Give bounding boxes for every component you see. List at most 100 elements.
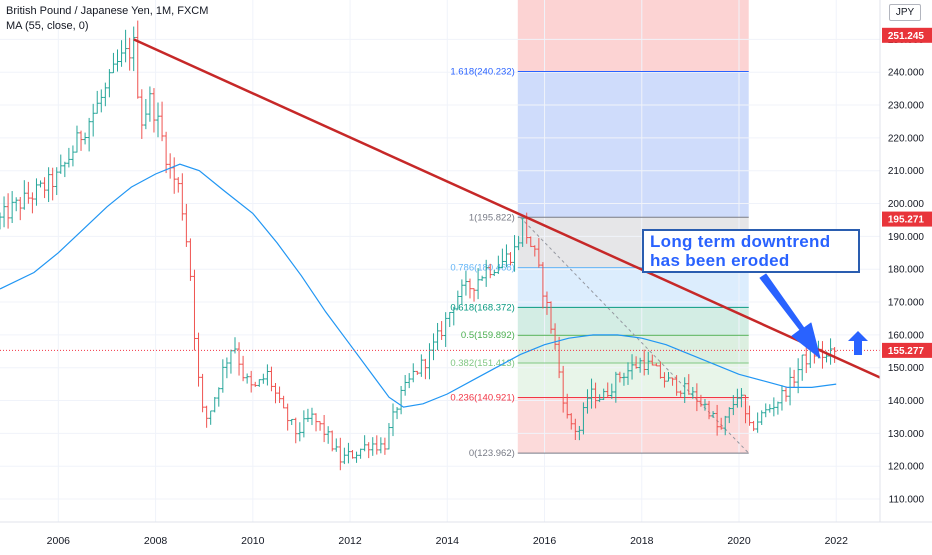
ohlc-bar[interactable] [532, 245, 537, 257]
ohlc-bar[interactable] [22, 180, 27, 210]
ohlc-bar[interactable] [609, 383, 614, 399]
ohlc-bar[interactable] [83, 132, 88, 145]
ohlc-bar[interactable] [180, 173, 185, 221]
ohlc-bar[interactable] [261, 373, 266, 384]
ohlc-bar[interactable] [727, 407, 732, 424]
ohlc-bar[interactable] [62, 161, 67, 178]
ohlc-bar[interactable] [119, 40, 124, 67]
ohlc-bar[interactable] [305, 408, 310, 422]
ohlc-bar[interactable] [472, 288, 477, 302]
ohlc-bar[interactable] [257, 379, 262, 387]
ohlc-bar[interactable] [99, 89, 104, 113]
ohlc-bar[interactable] [585, 389, 590, 414]
ohlc-bar[interactable] [747, 405, 752, 426]
ohlc-bar[interactable] [334, 438, 339, 452]
ohlc-bar[interactable] [540, 262, 545, 309]
ohlc-bar[interactable] [715, 404, 720, 436]
ohlc-bar[interactable] [253, 381, 258, 387]
ohlc-bar[interactable] [354, 451, 359, 463]
ohlc-bar[interactable] [378, 437, 383, 454]
ohlc-bar[interactable] [411, 363, 416, 383]
ohlc-bar[interactable] [366, 442, 371, 459]
ohlc-bar[interactable] [2, 196, 7, 228]
ohlc-bar[interactable] [58, 154, 63, 174]
ohlc-bar[interactable] [455, 290, 460, 310]
ohlc-bar[interactable] [625, 362, 630, 385]
ohlc-bar[interactable] [443, 312, 448, 347]
ohlc-bar[interactable] [707, 400, 712, 420]
ohlc-bar[interactable] [800, 354, 805, 381]
ohlc-bar[interactable] [314, 413, 319, 432]
ohlc-bar[interactable] [277, 386, 282, 403]
ohlc-bar[interactable] [91, 103, 96, 137]
ohlc-bar[interactable] [476, 268, 481, 300]
ohlc-bar[interactable] [216, 387, 221, 407]
ohlc-bar[interactable] [630, 354, 635, 380]
ohlc-bar[interactable] [605, 382, 610, 398]
ohlc-bar[interactable] [358, 448, 363, 459]
ohlc-bar[interactable] [26, 181, 31, 204]
ohlc-bar[interactable] [751, 420, 756, 432]
ohlc-bar[interactable] [395, 407, 400, 420]
ohlc-bar[interactable] [755, 412, 760, 433]
ohlc-bar[interactable] [38, 180, 43, 188]
ohlc-bar[interactable] [613, 371, 618, 403]
ohlc-bar[interactable] [200, 373, 205, 413]
ohlc-bar[interactable] [18, 196, 23, 221]
downtrend-line[interactable] [133, 38, 881, 379]
ohlc-bar[interactable] [330, 430, 335, 452]
ohlc-bar[interactable] [232, 337, 237, 354]
ohlc-bar[interactable] [528, 236, 533, 248]
ohlc-bar[interactable] [0, 212, 2, 230]
ohlc-bar[interactable] [788, 367, 793, 406]
ohlc-bar[interactable] [690, 387, 695, 399]
ohlc-bar[interactable] [573, 418, 578, 440]
ohlc-bar[interactable] [212, 397, 217, 413]
ohlc-bar[interactable] [581, 402, 586, 435]
ohlc-bar[interactable] [431, 333, 436, 361]
ohlc-bar[interactable] [362, 435, 367, 452]
ohlc-bar[interactable] [309, 407, 314, 426]
ohlc-bar[interactable] [6, 193, 11, 229]
ohlc-bar[interactable] [131, 26, 136, 72]
ohlc-bar[interactable] [682, 377, 687, 403]
ohlc-bar[interactable] [694, 383, 699, 412]
ohlc-bar[interactable] [557, 336, 562, 379]
ohlc-bar[interactable] [54, 167, 59, 196]
ohlc-bar[interactable] [427, 343, 432, 380]
ohlc-bar[interactable] [346, 442, 351, 464]
ohlc-bar[interactable] [386, 423, 391, 450]
ohlc-bar[interactable] [593, 382, 598, 409]
ohlc-bar[interactable] [642, 349, 647, 376]
ohlc-bar[interactable] [322, 414, 327, 443]
ohlc-bar[interactable] [285, 403, 290, 431]
ohlc-bar[interactable] [674, 375, 679, 396]
ohlc-bar[interactable] [634, 356, 639, 369]
ohlc-bar[interactable] [297, 422, 302, 442]
ohlc-bar[interactable] [771, 397, 776, 417]
ohlc-bar[interactable] [415, 370, 420, 375]
ohlc-bar[interactable] [488, 263, 493, 279]
ohlc-bar[interactable] [419, 354, 424, 377]
ohlc-bar[interactable] [228, 349, 233, 374]
ohlc-bar[interactable] [338, 437, 343, 471]
ohlc-bar[interactable] [156, 102, 161, 138]
ohlc-bar[interactable] [698, 394, 703, 407]
ohlc-bar[interactable] [617, 371, 622, 383]
ohlc-bar[interactable] [245, 373, 250, 384]
ohlc-bar[interactable] [46, 167, 51, 203]
ohlc-bar[interactable] [139, 89, 144, 139]
ohlc-bar[interactable] [662, 372, 667, 388]
ohlc-bar[interactable] [569, 413, 574, 430]
ohlc-bar[interactable] [184, 203, 189, 247]
ohlc-bar[interactable] [731, 395, 736, 416]
ohlc-bar[interactable] [399, 386, 404, 415]
ohlc-bar[interactable] [14, 197, 19, 212]
ohlc-bar[interactable] [638, 357, 643, 373]
ohlc-bar[interactable] [423, 358, 428, 380]
ohlc-bar[interactable] [293, 417, 298, 444]
ohlc-bar[interactable] [374, 435, 379, 455]
ohlc-bar[interactable] [70, 145, 75, 167]
ohlc-bar[interactable] [160, 101, 165, 142]
ohlc-bar[interactable] [686, 374, 691, 395]
